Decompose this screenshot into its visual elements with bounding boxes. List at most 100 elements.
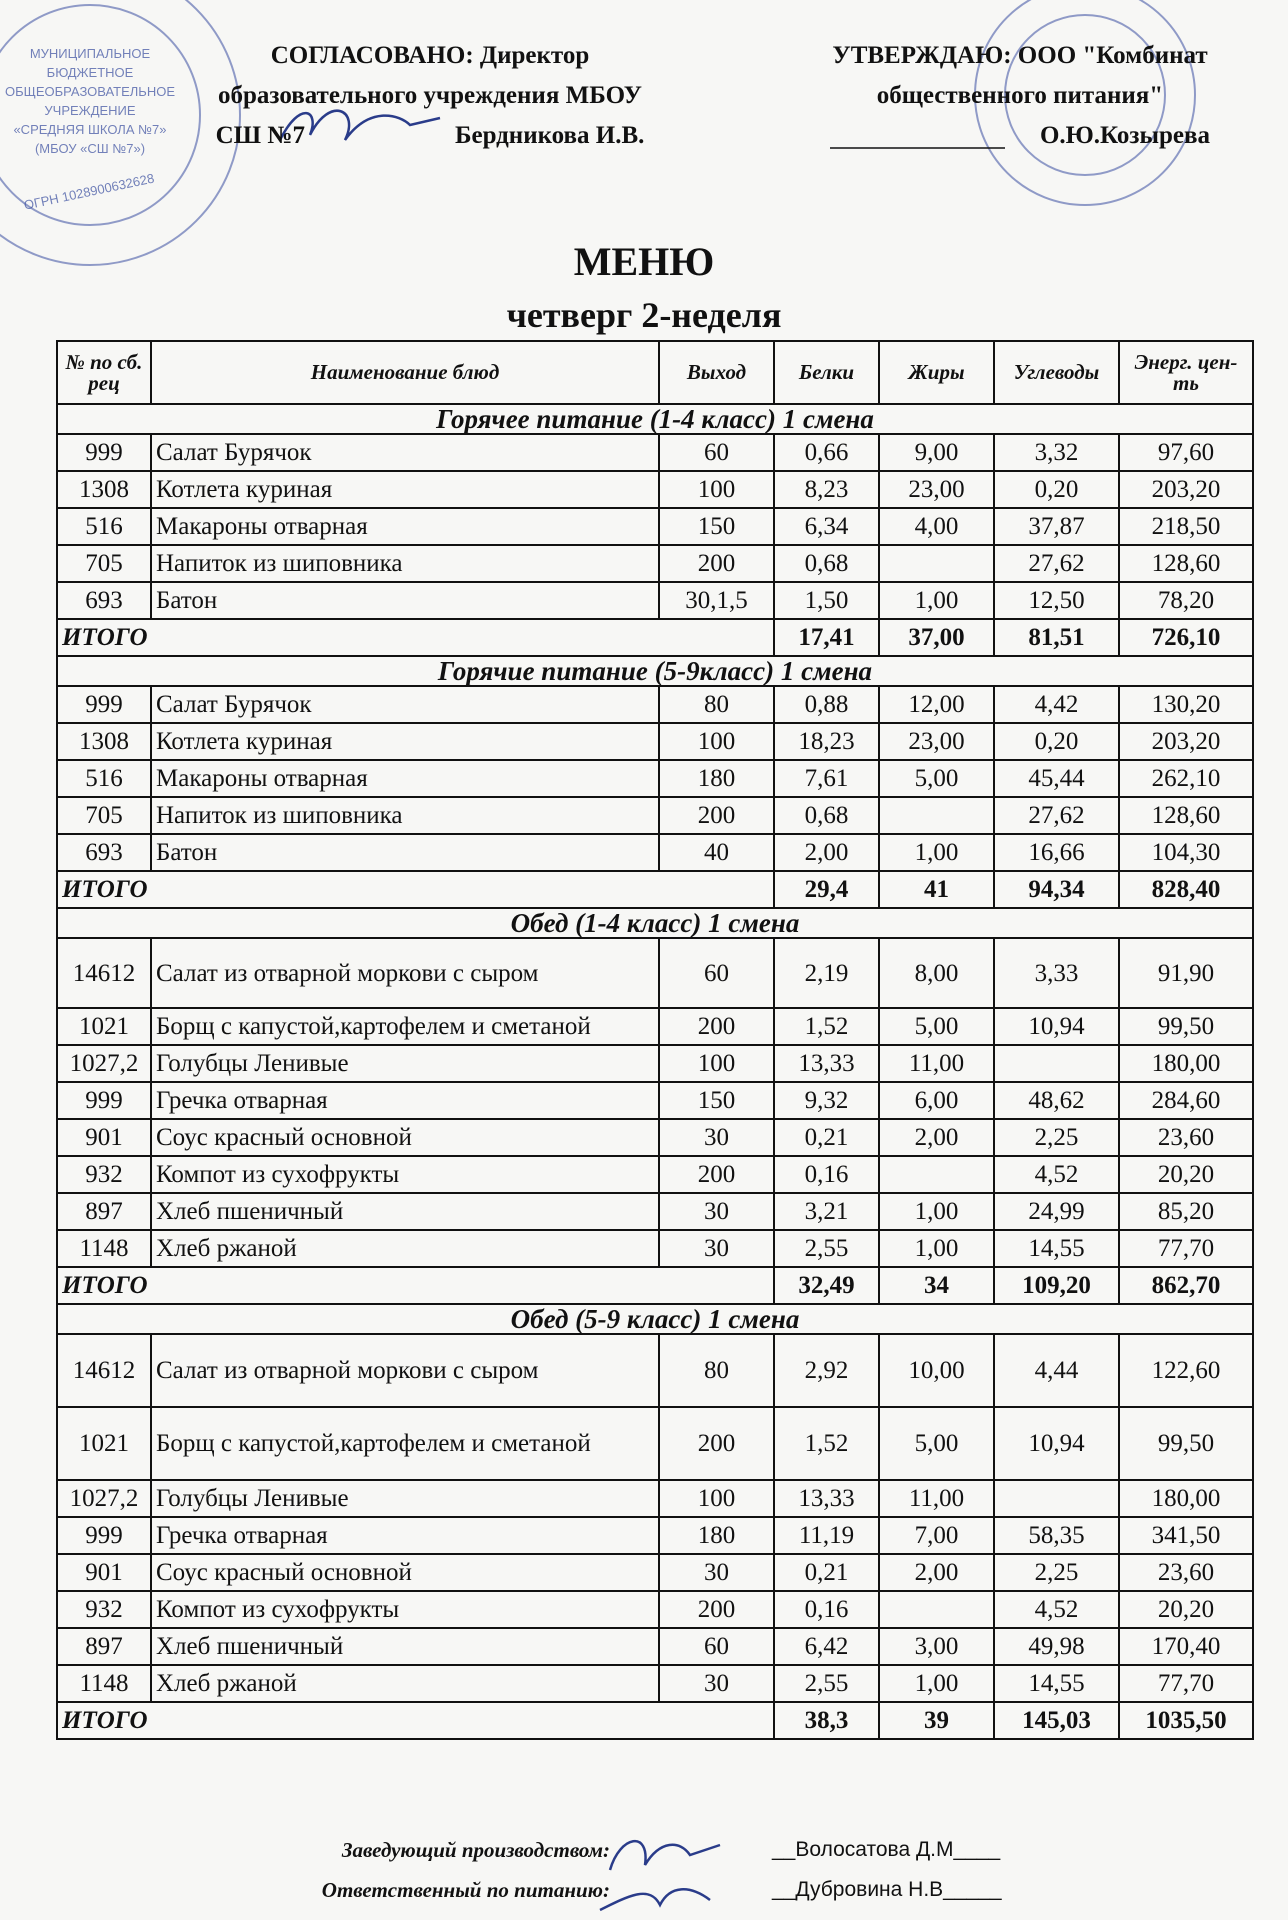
- dish-row: 1148 Хлеб ржаной 30 2,55 1,00 14,55 77,70: [56, 1664, 1254, 1703]
- dish-cell: 128,60: [1118, 544, 1254, 583]
- total-value: 39: [878, 1701, 995, 1740]
- total-value: 41: [878, 870, 995, 909]
- dish-cell: 23,60: [1118, 1118, 1254, 1157]
- dish-name: Хлеб пшеничный: [150, 1627, 660, 1666]
- footer: Заведующий производством: __Волосатова Д.…: [270, 1838, 1002, 1918]
- dish-row: 693 Батон 30,1,5 1,50 1,00 12,50 78,20: [56, 581, 1254, 620]
- dish-row: 1021 Борщ с капустой,картофелем и сметано…: [56, 1007, 1254, 1046]
- section-title-row: Горячее питание (1-4 класс) 1 смена: [56, 403, 1254, 435]
- dish-cell: 1021: [56, 1007, 152, 1046]
- dish-cell: 37,87: [993, 507, 1120, 546]
- stamp-outer: [0, 0, 241, 266]
- dish-row: 1148 Хлеб ржаной 30 2,55 1,00 14,55 77,70: [56, 1229, 1254, 1268]
- dish-cell: 2,55: [773, 1229, 880, 1268]
- dish-cell: 693: [56, 833, 152, 872]
- dish-cell: 705: [56, 796, 152, 835]
- dish-name: Салат Бурячок: [150, 433, 660, 472]
- dish-cell: 1308: [56, 470, 152, 509]
- dish-cell: 27,62: [993, 796, 1120, 835]
- dish-cell: 23,00: [878, 470, 995, 509]
- dish-cell: 99,50: [1118, 1007, 1254, 1046]
- dish-cell: 1,52: [773, 1007, 880, 1046]
- dish-cell: 1308: [56, 722, 152, 761]
- dish-cell: 10,94: [993, 1406, 1120, 1481]
- dish-cell: 2,19: [773, 937, 880, 1009]
- dish-name: Компот из сухофрукты: [150, 1155, 660, 1194]
- dish-name: Батон: [150, 833, 660, 872]
- dish-cell: 20,20: [1118, 1590, 1254, 1629]
- dish-cell: 58,35: [993, 1516, 1120, 1555]
- dish-cell: 9,00: [878, 433, 995, 472]
- dish-cell: 200: [658, 544, 775, 583]
- dish-row: 999 Салат Бурячок 60 0,66 9,00 3,32 97,60: [56, 433, 1254, 472]
- menu-table: № по сб. рец Наименование блюд Выход Белки Ж…: [56, 340, 1254, 1740]
- column-header: Энерг. цен-ть: [1118, 340, 1254, 405]
- signature: [608, 1839, 721, 1871]
- stamp-line: (МБОУ «СШ №7»): [35, 141, 145, 156]
- dish-cell: 932: [56, 1590, 152, 1629]
- dish-name: Котлета куриная: [150, 722, 660, 761]
- dish-cell: 14612: [56, 1333, 152, 1408]
- total-value: 109,20: [993, 1266, 1120, 1305]
- dish-cell: 0,68: [773, 544, 880, 583]
- dish-cell: 150: [658, 1081, 775, 1120]
- dish-cell: 128,60: [1118, 796, 1254, 835]
- dish-cell: 104,30: [1118, 833, 1254, 872]
- dish-row: 14612 Салат из отварной моркови с сыром 60…: [56, 937, 1254, 1009]
- dish-cell: 901: [56, 1118, 152, 1157]
- total-value: 862,70: [1118, 1266, 1254, 1305]
- dish-cell: 180: [658, 1516, 775, 1555]
- dish-cell: 45,44: [993, 759, 1120, 798]
- dish-row: 705 Напиток из шиповника 200 0,68 27,62 128,6…: [56, 796, 1254, 835]
- dish-cell: 180,00: [1118, 1479, 1254, 1518]
- dish-name: Борщ с капустой,картофелем и сметаной: [150, 1007, 660, 1046]
- dish-row: 1027,2 Голубцы Ленивые 100 13,33 11,00 180,00: [56, 1044, 1254, 1083]
- dish-cell: 200: [658, 1007, 775, 1046]
- table-head: № по сб. рец Наименование блюд Выход Белки Ж…: [56, 340, 1254, 405]
- dish-cell: 0,68: [773, 796, 880, 835]
- total-value: 32,49: [773, 1266, 880, 1305]
- total-label: ИТОГО: [56, 1701, 775, 1740]
- dish-cell: 2,00: [878, 1118, 995, 1157]
- dish-name: Хлеб пшеничный: [150, 1192, 660, 1231]
- footer-row: Заведующий производством: __Волосатова Д.…: [270, 1838, 1002, 1878]
- dish-row: 1308 Котлета куриная 100 8,23 23,00 0,20 203,2…: [56, 470, 1254, 509]
- dish-name: Гречка отварная: [150, 1516, 660, 1555]
- dish-cell: 12,50: [993, 581, 1120, 620]
- dish-cell: [878, 796, 995, 835]
- dish-name: Салат из отварной моркови с сыром: [150, 937, 660, 1009]
- section-title-row: Обед (1-4 класс) 1 смена: [56, 907, 1254, 939]
- dish-cell: 932: [56, 1155, 152, 1194]
- dish-row: 516 Макароны отварная 180 7,61 5,00 45,44 262,…: [56, 759, 1254, 798]
- column-header: Жиры: [878, 340, 995, 405]
- dish-name: Компот из сухофрукты: [150, 1590, 660, 1629]
- total-value: 34: [878, 1266, 995, 1305]
- dish-row: 901 Соус красный основной 30 0,21 2,00 2,25 23…: [56, 1553, 1254, 1592]
- total-row: ИТОГО 38,3 39 145,03 1035,50: [56, 1701, 1254, 1740]
- section-title: Горячее питание (1-4 класс) 1 смена: [56, 403, 1254, 435]
- total-label: ИТОГО: [56, 618, 775, 657]
- dish-cell: 8,23: [773, 470, 880, 509]
- dish-cell: 1,00: [878, 1192, 995, 1231]
- dish-cell: [878, 1155, 995, 1194]
- dish-cell: 4,52: [993, 1155, 1120, 1194]
- dish-cell: 150: [658, 507, 775, 546]
- dish-cell: 1027,2: [56, 1479, 152, 1518]
- dish-cell: 14,55: [993, 1664, 1120, 1703]
- approved-line: образовательного учреждения МБОУ: [218, 82, 642, 109]
- dish-name: Напиток из шиповника: [150, 544, 660, 583]
- column-header: Углеводы: [993, 340, 1120, 405]
- total-value: 81,51: [993, 618, 1120, 657]
- dish-cell: 5,00: [878, 1007, 995, 1046]
- dish-cell: 6,00: [878, 1081, 995, 1120]
- dish-cell: 60: [658, 937, 775, 1009]
- dish-cell: 901: [56, 1553, 152, 1592]
- dish-cell: 49,98: [993, 1627, 1120, 1666]
- approved-line: СОГЛАСОВАНО: Директор: [270, 42, 590, 69]
- dish-cell: 40: [658, 833, 775, 872]
- dish-cell: 30: [658, 1229, 775, 1268]
- dish-cell: 80: [658, 685, 775, 724]
- dish-cell: 705: [56, 544, 152, 583]
- dish-cell: 30,1,5: [658, 581, 775, 620]
- total-value: 38,3: [773, 1701, 880, 1740]
